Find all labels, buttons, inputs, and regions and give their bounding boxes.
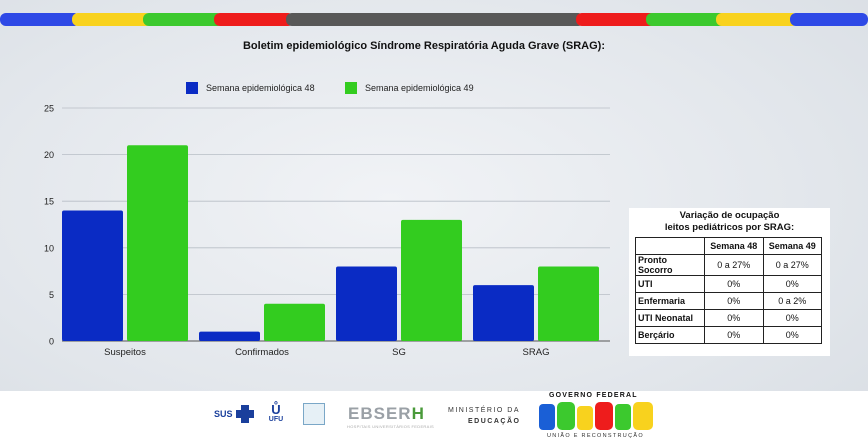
band-green-right bbox=[646, 13, 726, 26]
mec-line2: EDUCAÇÃO bbox=[468, 418, 521, 425]
sus-cross-icon bbox=[236, 405, 254, 423]
occupancy-table-panel: Variação de ocupação leitos pediátricos … bbox=[629, 208, 830, 356]
chart-title: Boletim epidemiológico Síndrome Respirat… bbox=[242, 40, 606, 52]
bar-week49 bbox=[538, 266, 599, 341]
row-label: Enfermaria bbox=[635, 292, 705, 310]
bar-week48 bbox=[199, 331, 260, 341]
cell-week48: 0% bbox=[704, 309, 764, 327]
x-category-label: SG bbox=[392, 347, 406, 358]
cell-week48: 0% bbox=[704, 292, 764, 310]
hospital-logo-icon bbox=[303, 403, 325, 425]
y-tick-label: 10 bbox=[44, 243, 54, 253]
table-header-week48: Semana 48 bbox=[704, 237, 764, 255]
bars bbox=[62, 145, 599, 341]
ufu-mark-icon: Ů bbox=[271, 402, 281, 417]
bar-week49 bbox=[127, 145, 188, 341]
mec-line1: MINISTÉRIO DA bbox=[448, 407, 521, 414]
axis-labels: 0 5 10 15 20 25 Suspeitos Confirmados SG SRAG bbox=[44, 104, 549, 359]
y-tick-label: 5 bbox=[49, 290, 54, 300]
legend: Semana epidemiológica 48 Semana epidemiol… bbox=[186, 82, 474, 94]
cell-week48: 0% bbox=[704, 275, 764, 293]
y-tick-label: 25 bbox=[44, 104, 54, 114]
table-row: UTI 0% 0% bbox=[635, 275, 822, 293]
bar-week49 bbox=[401, 219, 462, 341]
table-row: UTI Neonatal 0% 0% bbox=[635, 309, 822, 327]
occupancy-table: Semana 48 Semana 49 Pronto Socorro 0 a 2… bbox=[635, 237, 822, 344]
band-green-left bbox=[143, 13, 223, 26]
x-category-label: SRAG bbox=[523, 347, 550, 358]
ufu-logo: Ů UFU bbox=[268, 403, 284, 423]
cell-week48: 0% bbox=[704, 326, 764, 344]
band-left-blue bbox=[0, 13, 80, 26]
legend-swatch bbox=[345, 82, 357, 94]
band-right-blue bbox=[790, 13, 868, 26]
ebserh-logo-main: EBSER bbox=[348, 404, 412, 423]
table-row: Pronto Socorro 0 a 27% 0 a 27% bbox=[635, 254, 822, 276]
x-category-label: Suspeitos bbox=[104, 347, 146, 358]
brasil-logo-art bbox=[539, 402, 653, 430]
band-yellow-right bbox=[716, 13, 798, 26]
row-label: UTI Neonatal bbox=[635, 309, 705, 327]
y-tick-label: 0 bbox=[49, 337, 54, 347]
row-label: UTI bbox=[635, 275, 705, 293]
bar-chart: 0 5 10 15 20 25 Suspeitos Confirmados SG SRAG Sem… bbox=[44, 82, 610, 359]
table-row: Berçário 0% 0% bbox=[635, 326, 822, 344]
bar-week48 bbox=[473, 285, 534, 341]
table-header-week49: Semana 49 bbox=[762, 237, 822, 255]
legend-label: Semana epidemiológica 49 bbox=[365, 83, 474, 93]
band-yellow-left bbox=[72, 13, 152, 26]
table-header-empty bbox=[635, 237, 705, 255]
cell-week48: 0 a 27% bbox=[704, 254, 764, 276]
legend-label: Semana epidemiológica 48 bbox=[206, 83, 315, 93]
y-tick-label: 15 bbox=[44, 197, 54, 207]
bar-week48 bbox=[336, 266, 397, 341]
table-caption-line2: leitos pediátricos por SRAG: bbox=[664, 222, 795, 233]
uniao-reconstrucao-text: UNIÃO E RECONSTRUÇÃO bbox=[547, 433, 644, 439]
gov-federal-text: GOVERNO FEDERAL bbox=[549, 392, 638, 399]
table-row: Enfermaria 0% 0 a 2% bbox=[635, 292, 822, 310]
cell-week49: 0% bbox=[762, 309, 822, 327]
row-label: Pronto Socorro bbox=[635, 254, 705, 276]
ebserh-logo-h: H bbox=[411, 404, 425, 423]
ufu-logo-text: UFU bbox=[268, 416, 284, 423]
cell-week49: 0 a 2% bbox=[762, 292, 822, 310]
y-tick-label: 20 bbox=[44, 150, 54, 160]
legend-swatch bbox=[186, 82, 198, 94]
band-gray-center bbox=[286, 13, 584, 26]
sus-logo-text: SUS bbox=[214, 409, 233, 419]
cell-week49: 0% bbox=[762, 326, 822, 344]
ebserh-logo: EBSERH bbox=[348, 404, 425, 424]
cell-week49: 0 a 27% bbox=[762, 254, 822, 276]
row-label: Berçário bbox=[635, 326, 705, 344]
cell-week49: 0% bbox=[762, 275, 822, 293]
x-category-label: Confirmados bbox=[235, 347, 289, 358]
band-red-right bbox=[576, 13, 656, 26]
footer-logos: SUS Ů UFU EBSERH HOSPITAIS UNIVERSITÁRIO… bbox=[0, 391, 868, 443]
table-header-row: Semana 48 Semana 49 bbox=[635, 237, 822, 255]
bar-week48 bbox=[62, 210, 123, 341]
band-red-left bbox=[214, 13, 294, 26]
bar-week49 bbox=[264, 303, 325, 341]
table-caption-line1: Variação de ocupação bbox=[679, 210, 780, 221]
ebserh-subtitle: HOSPITAIS UNIVERSITÁRIOS FEDERAIS bbox=[347, 424, 434, 429]
table-caption: Variação de ocupação leitos pediátricos … bbox=[629, 208, 830, 234]
top-color-band bbox=[0, 13, 868, 26]
